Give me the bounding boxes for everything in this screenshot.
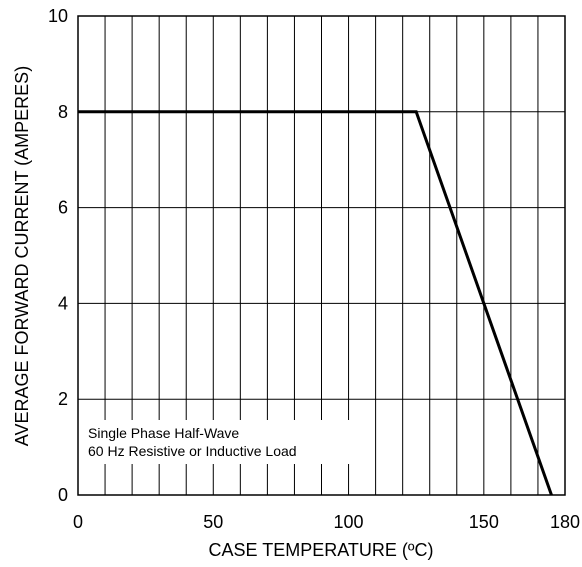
y-tick-labels: 0 2 4 6 8 10 — [48, 6, 68, 505]
y-tick-label: 2 — [58, 389, 68, 409]
y-tick-label: 8 — [58, 102, 68, 122]
x-tick-labels: 0 50 100 150 180 — [73, 512, 580, 532]
x-tick-label: 180 — [550, 512, 580, 532]
annotation-line-2: 60 Hz Resistive or Inductive Load — [88, 443, 297, 459]
y-axis-title: AVERAGE FORWARD CURRENT (AMPERES) — [12, 66, 32, 446]
y-tick-label: 6 — [58, 198, 68, 218]
series-line — [78, 110, 553, 496]
x-tick-label: 50 — [203, 512, 223, 532]
y-tick-label: 0 — [58, 485, 68, 505]
x-axis-title: CASE TEMPERATURE (ºC) — [209, 540, 434, 560]
y-tick-label: 4 — [58, 293, 68, 313]
annotation-line-1: Single Phase Half-Wave — [88, 425, 239, 441]
plot-frame — [77, 15, 566, 496]
x-tick-label: 0 — [73, 512, 83, 532]
y-tick-label: 10 — [48, 6, 68, 26]
series-layer — [78, 110, 553, 496]
x-tick-label: 150 — [469, 512, 499, 532]
annotation-box — [84, 420, 356, 464]
x-tick-label: 100 — [334, 512, 364, 532]
